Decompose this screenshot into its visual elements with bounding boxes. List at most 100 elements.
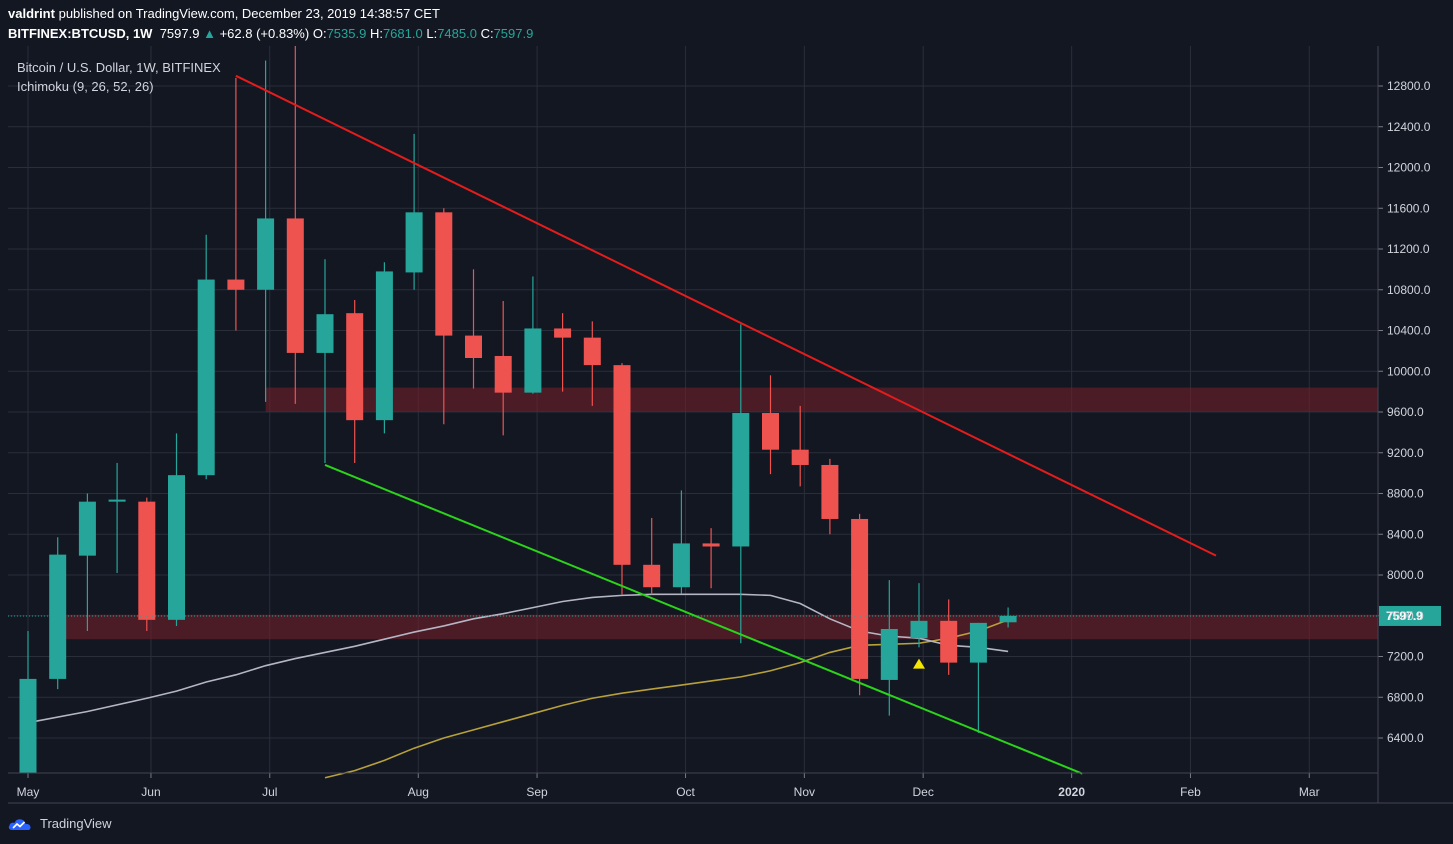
horizontal-zone — [265, 387, 1379, 412]
last-price-label: 7597.9 — [1386, 609, 1423, 623]
high-label: H: — [369, 26, 383, 41]
last-price: 7597.9 — [159, 26, 200, 41]
x-tick-label: Sep — [526, 785, 548, 799]
candle-body — [138, 501, 156, 620]
x-tick-label: Jul — [262, 785, 277, 799]
close-value: 7597.9 — [493, 26, 534, 41]
y-tick-label: 8400.0 — [1387, 527, 1424, 541]
candle — [316, 259, 334, 463]
y-tick-label: 10000.0 — [1387, 364, 1431, 378]
candle-body — [405, 212, 423, 273]
up-arrow-icon: ▲ — [203, 26, 216, 41]
y-tick-label: 9200.0 — [1387, 446, 1424, 460]
y-tick-label: 8000.0 — [1387, 568, 1424, 582]
chart-area[interactable]: 7597.9 6400.0 6800.0 7200.0 7600.0 8000.0 840… — [8, 46, 1453, 806]
candle-body — [851, 518, 869, 679]
tradingview-cloud-icon — [8, 818, 31, 830]
candle-body — [346, 313, 364, 421]
candle-body — [613, 365, 631, 565]
candle-body — [435, 212, 453, 336]
candle-body — [940, 620, 958, 663]
candle-body — [227, 279, 245, 290]
y-tick-label: 10400.0 — [1387, 324, 1431, 338]
markers: 7597.9 — [8, 605, 1441, 669]
symbol-label: BITFINEX:BTCUSD, 1W — [8, 26, 153, 41]
open-label: O: — [312, 26, 327, 41]
y-tick-label: 9600.0 — [1387, 405, 1424, 419]
candle — [435, 208, 453, 425]
candle — [257, 60, 275, 402]
y-tick-label: 10800.0 — [1387, 283, 1431, 297]
candle — [643, 517, 661, 595]
candle-body — [554, 328, 572, 338]
footer: TradingView — [0, 806, 1453, 844]
candle-body — [465, 335, 482, 359]
candle-body — [583, 337, 601, 366]
candle-body — [672, 543, 690, 588]
axes: 6400.0 6800.0 7200.0 7600.0 8000.0 8400.0 8800… — [8, 46, 1453, 804]
support-trendline — [324, 464, 1083, 775]
tradingview-logo[interactable]: TradingView — [8, 816, 112, 831]
candle-body — [108, 499, 126, 502]
x-tick-label: Jun — [141, 785, 160, 799]
candle — [494, 300, 512, 436]
candle — [999, 607, 1017, 628]
last-price-badge — [1379, 605, 1441, 626]
chart-legend-title: Bitcoin / U.S. Dollar, 1W, BITFINEX — [17, 60, 221, 75]
price-zones — [57, 387, 1379, 640]
candle-body — [257, 218, 275, 290]
candle — [583, 321, 601, 406]
candle — [197, 234, 215, 480]
price-change: +62.8 (+0.83%) — [219, 26, 310, 41]
candle — [702, 528, 720, 589]
high-value: 7681.0 — [382, 26, 423, 41]
low-value: 7485.0 — [437, 26, 477, 41]
y-tick-label: 11200.0 — [1387, 242, 1430, 256]
y-tick-label: 11600.0 — [1387, 201, 1430, 215]
candle — [138, 497, 156, 632]
x-tick-label: Aug — [408, 785, 429, 799]
candle — [732, 324, 750, 644]
open-value: 7535.9 — [326, 26, 367, 41]
y-tick-label: 7600.0 — [1387, 609, 1424, 623]
candle — [672, 490, 690, 594]
candle — [969, 622, 987, 733]
candle-body — [168, 475, 185, 620]
y-tick-label: 6800.0 — [1387, 690, 1424, 704]
ichimoku-legend[interactable]: Ichimoku (9, 26, 52, 26) — [17, 79, 154, 94]
x-tick-label: Mar — [1299, 785, 1320, 799]
candle-body — [821, 464, 839, 519]
x-tick-label: Dec — [912, 785, 933, 799]
published-text: published on TradingView.com, December 2… — [58, 6, 440, 21]
candle-body — [316, 314, 334, 353]
low-label: L: — [426, 26, 438, 41]
candle-body — [524, 328, 542, 393]
x-tick-label: 2020 — [1058, 785, 1085, 799]
publisher-name: valdrint — [8, 6, 55, 21]
candle-body — [49, 554, 67, 679]
candle — [375, 262, 393, 434]
y-tick-label: 6400.0 — [1387, 731, 1424, 745]
candle-body — [702, 543, 720, 547]
candle — [405, 133, 423, 290]
candle-body — [375, 271, 393, 421]
y-tick-label: 12000.0 — [1387, 161, 1431, 175]
candle-body — [78, 501, 96, 556]
candle-body — [791, 449, 809, 465]
candle — [821, 458, 839, 535]
y-tick-label: 8800.0 — [1387, 487, 1424, 501]
candle-body — [762, 413, 779, 450]
candle — [49, 537, 67, 690]
ichimoku-span-line — [324, 619, 1009, 779]
candle-body — [197, 279, 215, 476]
candle — [19, 631, 37, 773]
x-tick-label: May — [17, 785, 40, 799]
candle — [227, 77, 245, 331]
price-chart[interactable]: 7597.9 6400.0 6800.0 7200.0 7600.0 8000.0 840… — [8, 46, 1453, 806]
candle-body — [286, 218, 304, 353]
candle — [78, 493, 96, 632]
candle — [554, 313, 572, 392]
candle — [613, 363, 631, 595]
x-tick-label: Oct — [676, 785, 695, 799]
close-label: C: — [480, 26, 494, 41]
